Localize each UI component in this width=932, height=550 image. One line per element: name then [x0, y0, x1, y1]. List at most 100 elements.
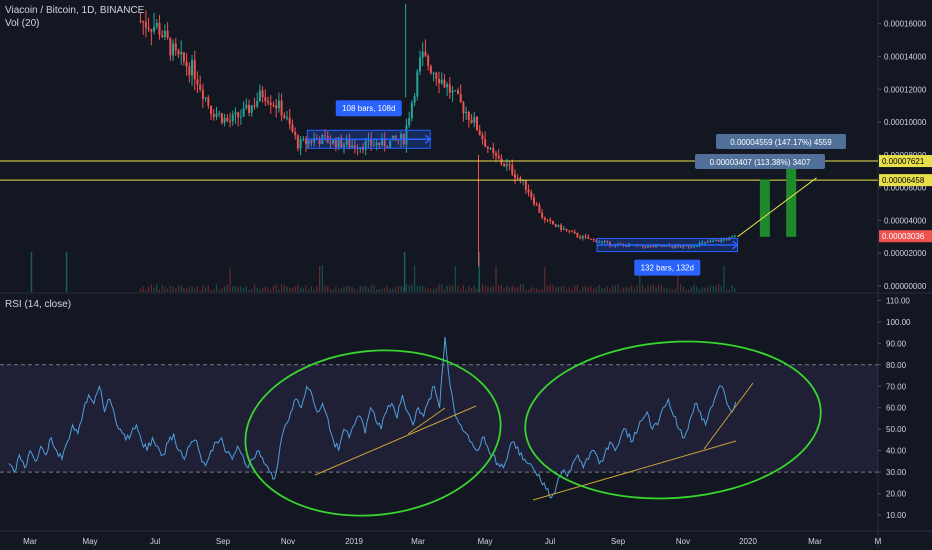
candle-body [231, 114, 234, 122]
volume-bar [302, 288, 304, 292]
volume-bar [224, 286, 226, 292]
volume-bar [150, 284, 152, 292]
rsi-indicator-label[interactable]: RSI (14, close) [5, 299, 72, 310]
volume-indicator-label[interactable]: Vol (20) [5, 18, 40, 29]
candle-body [598, 241, 601, 243]
candle-body [657, 245, 660, 247]
candle-body [372, 145, 375, 147]
volume-bar [183, 287, 185, 292]
volume-bar [734, 288, 736, 292]
highlight-ellipse [524, 340, 822, 500]
volume-bar [403, 286, 405, 292]
volume-bar [723, 265, 725, 292]
rsi-legend[interactable]: RSI (14, close) [5, 298, 71, 311]
candle-body [579, 236, 582, 239]
volume-bar [658, 284, 660, 292]
volume-bar [275, 284, 277, 292]
volume-bar [194, 288, 196, 292]
candle-body [210, 105, 213, 114]
volume-bar [563, 286, 565, 292]
candle-body [161, 34, 164, 37]
drawing-layer[interactable]: 0.00007621 0.00006458 0.00003036 108 bars, … [0, 100, 932, 528]
candle-body [573, 231, 576, 234]
volume-bar [511, 285, 513, 292]
candle-body [703, 241, 706, 243]
candle-body [549, 219, 552, 222]
volume-bar [633, 288, 635, 292]
rsi-axis[interactable]: 110.00 100.00 90.00 80.00 70.00 60.00 50.00 40.… [878, 296, 911, 520]
volume-bar [397, 285, 399, 292]
candle-body [655, 245, 658, 248]
candle-body [603, 241, 606, 243]
symbol-title[interactable]: Viacoin / Bitcoin, 1D, BINANCE [5, 5, 145, 16]
candle-body [421, 51, 424, 58]
time-tick-label: May [82, 537, 97, 546]
volume-bar [286, 286, 288, 292]
candle-body [220, 113, 223, 123]
volume-bar [541, 288, 543, 292]
volume-bar [270, 289, 272, 292]
candle-body [717, 239, 720, 242]
volume-bar [167, 288, 169, 292]
candle-body [503, 163, 506, 167]
measure-badge-upper: 0.00004559 (147.17%) 4559 [730, 138, 832, 147]
volume-bar [682, 286, 684, 292]
volume-bar [574, 285, 576, 292]
candle-body [245, 104, 248, 109]
last-price-label: 0.00003036 [882, 232, 925, 241]
candle-body [722, 239, 725, 241]
volume-bar [378, 288, 380, 292]
volume-bar [356, 289, 359, 292]
candle-body [419, 57, 422, 72]
symbol-legend[interactable]: Viacoin / Bitcoin, 1D, BINANCE Vol (20) [5, 4, 144, 30]
volume-bar [669, 289, 671, 292]
volume-bar [232, 285, 234, 292]
time-axis[interactable]: Mar May Jul Sep Nov 2019 Mar May Jul Sep Nov 2020 Ma… [0, 530, 932, 546]
candle-body [652, 245, 655, 248]
candle-body [215, 113, 218, 117]
volume-bar [394, 287, 397, 292]
volume-bar [213, 289, 215, 292]
candle-body [606, 241, 609, 243]
candle-body [538, 204, 541, 213]
volume-bar [365, 285, 367, 292]
volume-bar [688, 289, 690, 292]
candle-body [253, 105, 256, 107]
rsi-band [0, 364, 878, 473]
volume-bar [175, 288, 177, 292]
volume-bar [221, 288, 223, 292]
volume-bar [430, 288, 432, 292]
candle-body [413, 96, 416, 103]
volume-bar [324, 284, 326, 292]
candle-body [261, 90, 264, 98]
volume-bar [568, 287, 570, 292]
candle-body [185, 61, 188, 67]
rsi-tick-label: 70.00 [886, 382, 907, 391]
volume-bar [454, 266, 456, 292]
volume-bar [704, 287, 706, 292]
candle-body [237, 112, 240, 118]
volume-bar [674, 288, 676, 292]
volume-bar [593, 288, 595, 292]
candle-body [334, 139, 337, 148]
volume-bar [416, 285, 418, 292]
candle-body [625, 245, 628, 247]
volume-bar [199, 289, 201, 292]
volume-bar [264, 286, 266, 292]
candle-body [679, 246, 682, 248]
level-price-label: 0.00007621 [882, 157, 925, 166]
volume-bar [617, 284, 619, 292]
candle-body [267, 101, 270, 103]
volume-bar [576, 284, 579, 292]
rsi-pane[interactable] [0, 336, 878, 499]
volume-bar [180, 285, 182, 292]
volume-bar [30, 252, 33, 292]
volume-bar [489, 286, 492, 292]
volume-bar [614, 285, 616, 292]
candle-body [663, 245, 666, 247]
candle-body [644, 246, 647, 248]
volume-bar [712, 285, 714, 292]
volume-bar [584, 285, 587, 292]
volume-bar [373, 285, 375, 292]
